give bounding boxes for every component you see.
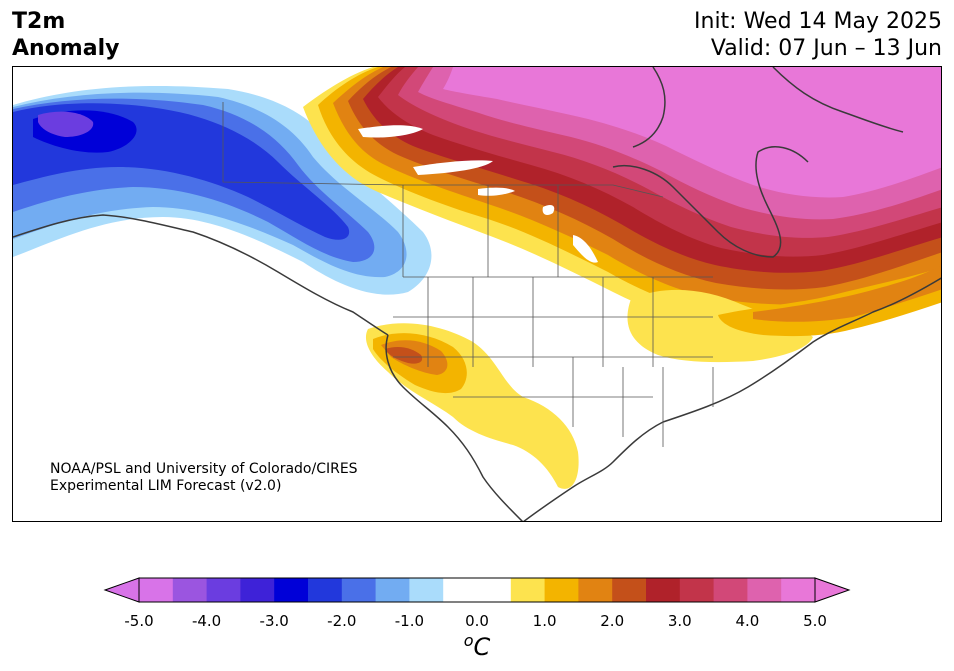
warm-anomaly-north — [303, 67, 941, 332]
init-date: Init: Wed 14 May 2025 — [694, 9, 942, 34]
warm-anomaly-east — [627, 265, 941, 363]
colorbar-segment — [240, 578, 275, 602]
colorbar-tick-label: -1.0 — [394, 612, 425, 630]
map-title: T2m Anomaly — [12, 8, 119, 62]
colorbar-tick-label: -4.0 — [191, 612, 222, 630]
colorbar-tick-label: -2.0 — [327, 612, 357, 630]
warm-anomaly-southwest — [365, 323, 579, 489]
colorbar-tick-label: 2.0 — [600, 612, 625, 630]
colorbar-segment — [341, 578, 377, 602]
colorbar-segment — [510, 578, 546, 602]
state-borders — [222, 102, 714, 447]
colorbar-max-arrow — [814, 577, 851, 603]
colorbar-segment — [206, 578, 241, 602]
colorbar-tick-label: 0.0 — [465, 612, 489, 630]
title-variable: T2m — [12, 9, 66, 34]
colorbar-frame — [138, 577, 816, 603]
colorbar-segment — [409, 578, 444, 602]
colorbar-min-arrow — [103, 577, 140, 603]
colorbar-segment — [139, 578, 174, 602]
credit-line2: Experimental LIM Forecast (v2.0) — [50, 478, 282, 494]
colorbar-segment — [544, 578, 579, 602]
colorbar-segment — [375, 578, 410, 602]
colorbar-tick-label: -3.0 — [259, 612, 289, 630]
colorbar-segment — [612, 578, 647, 602]
forecast-dates: Init: Wed 14 May 2025 Valid: 07 Jun – 13… — [694, 8, 942, 62]
valid-range: Valid: 07 Jun – 13 Jun — [710, 36, 942, 61]
colorbar-tick-label: -5.0 — [124, 612, 154, 630]
colorbar-segment — [308, 578, 343, 602]
colorbar-segment — [443, 578, 478, 602]
title-anomaly: Anomaly — [12, 36, 120, 61]
lakes — [358, 125, 598, 263]
colorbar-unit: oC — [463, 631, 491, 661]
credit-line1: NOAA/PSL and University of Colorado/CIRE… — [50, 461, 358, 477]
colorbar-segment — [274, 578, 309, 602]
colorbar-segment — [477, 578, 512, 602]
coastlines — [13, 67, 941, 521]
cold-anomaly-region — [13, 85, 432, 295]
colorbar-tick-label: 5.0 — [803, 612, 827, 630]
anomaly-map: NOAA/PSL and University of Colorado/CIRE… — [12, 66, 942, 522]
colorbar-tick-label: 1.0 — [532, 612, 557, 630]
colorbar-segment — [646, 578, 681, 602]
colorbar-tick-label: 3.0 — [667, 612, 692, 630]
colorbar-segment — [781, 578, 816, 602]
colorbar-segment — [713, 578, 748, 602]
colorbar-segment — [679, 578, 715, 602]
colorbar-segments — [139, 578, 816, 602]
colorbar-tick-label: 4.0 — [735, 612, 760, 630]
colorbar-segment — [172, 578, 208, 602]
map-canvas — [13, 67, 941, 521]
colorbar-segment — [578, 578, 613, 602]
colorbar-segment — [747, 578, 782, 602]
credit-text: NOAA/PSL and University of Colorado/CIRE… — [50, 461, 358, 495]
